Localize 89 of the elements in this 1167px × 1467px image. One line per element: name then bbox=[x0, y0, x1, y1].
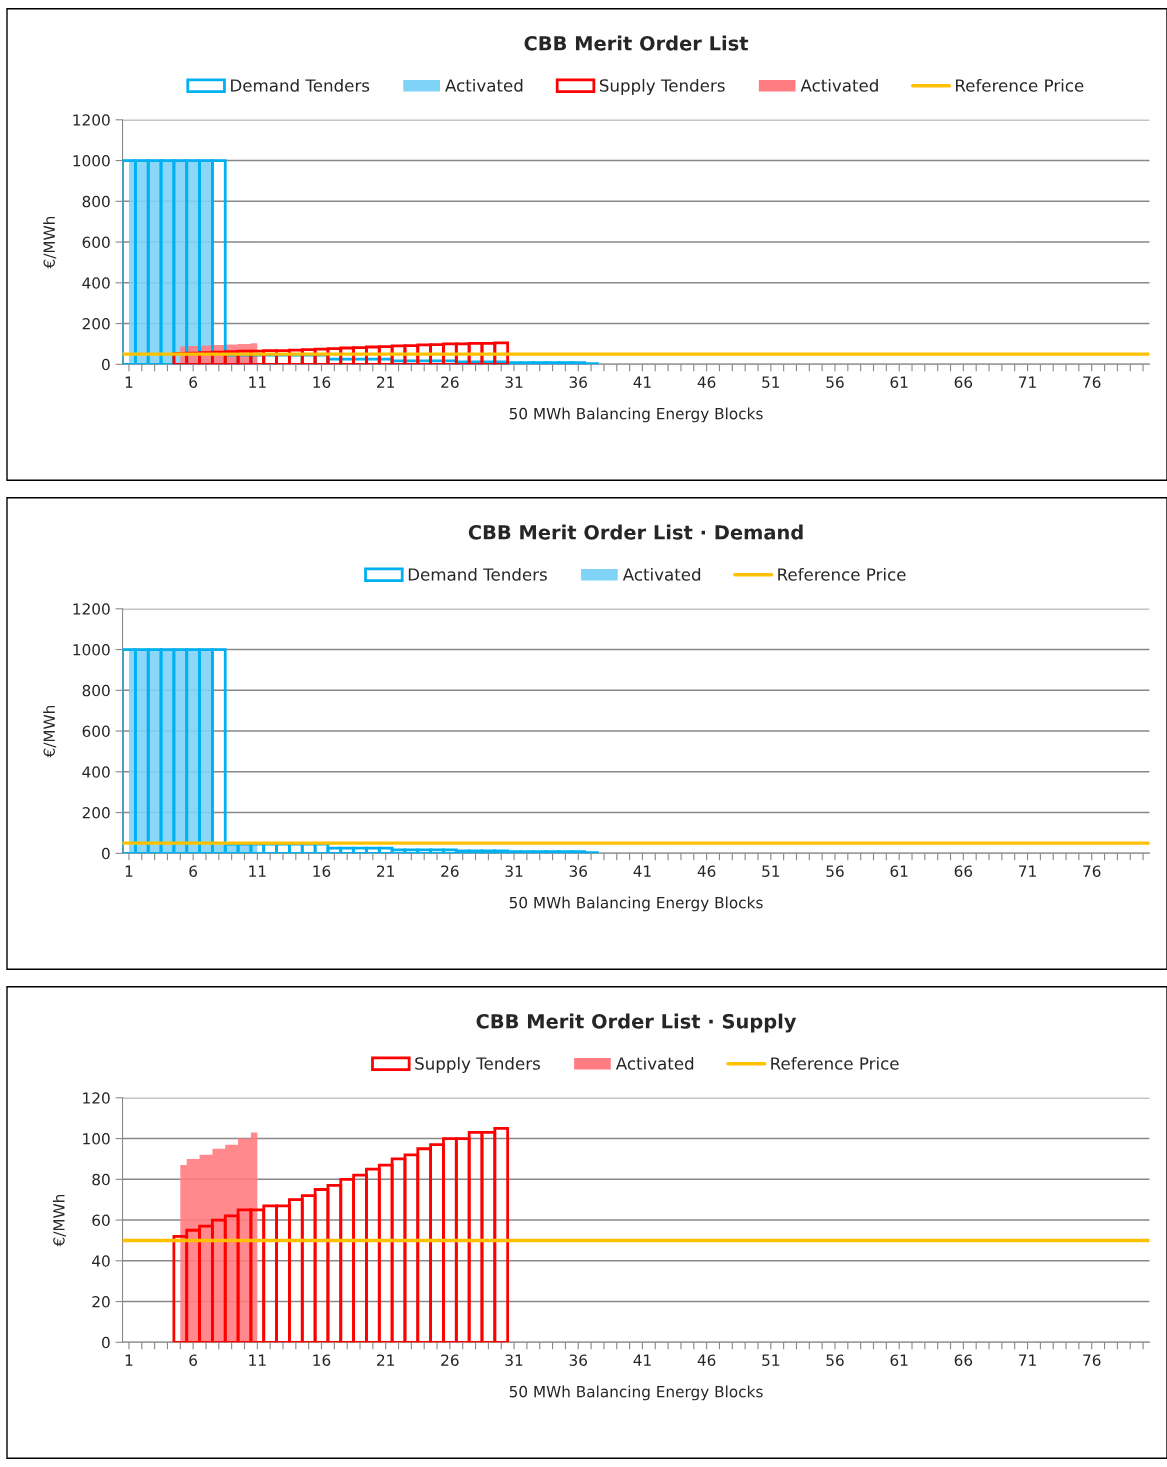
x-tick-label: 41 bbox=[633, 1354, 651, 1366]
y-tick-label: 20 bbox=[92, 1296, 110, 1308]
x-tick-label: 1 bbox=[125, 1354, 133, 1366]
y-tick-label: 0 bbox=[102, 847, 110, 860]
x-tick-label: 26 bbox=[441, 376, 459, 388]
x-tick-label: 71 bbox=[1019, 865, 1036, 877]
x-tick-label: 6 bbox=[189, 865, 198, 877]
y-tick-label: 100 bbox=[83, 1133, 110, 1145]
y-tick-label: 800 bbox=[82, 684, 110, 697]
x-tick-label: 11 bbox=[249, 376, 266, 388]
x-tick-label: 31 bbox=[505, 865, 523, 877]
x-axis-title: 50 MWh Balancing Energy Blocks bbox=[509, 1385, 763, 1401]
x-tick-label: 56 bbox=[826, 376, 844, 388]
chart-title: CBB Merit Order List · Supply bbox=[476, 1013, 797, 1033]
legend-label: Activated bbox=[615, 1056, 694, 1070]
x-tick-label: 66 bbox=[954, 1354, 973, 1366]
x-tick-label: 21 bbox=[377, 376, 394, 388]
legend-label: Demand Tenders bbox=[408, 567, 547, 581]
y-axis-title: €/MWh bbox=[52, 1194, 66, 1247]
x-tick-label: 51 bbox=[762, 865, 780, 877]
legend-label: Supply Tenders bbox=[599, 78, 725, 96]
x-tick-label: 61 bbox=[890, 865, 908, 877]
legend-label: Activated bbox=[445, 78, 523, 92]
legend-label: Activated bbox=[622, 567, 701, 581]
legend-label: Demand Tenders bbox=[231, 78, 370, 92]
y-axis-title: €/MWh bbox=[43, 705, 57, 758]
x-tick-label: 51 bbox=[762, 1354, 780, 1366]
x-tick-label: 56 bbox=[826, 1354, 844, 1366]
legend-label: Supply Tenders bbox=[415, 1056, 540, 1074]
x-tick-label: 11 bbox=[249, 865, 266, 877]
x-tick-label: 51 bbox=[762, 376, 780, 388]
chart-title: CBB Merit Order List bbox=[524, 35, 749, 51]
x-tick-label: 11 bbox=[249, 1354, 266, 1366]
y-tick-label: 600 bbox=[82, 725, 110, 738]
x-tick-label: 36 bbox=[569, 1354, 588, 1366]
x-tick-label: 76 bbox=[1083, 865, 1101, 877]
x-tick-label: 71 bbox=[1019, 376, 1036, 388]
x-tick-label: 41 bbox=[633, 376, 651, 388]
x-tick-label: 6 bbox=[189, 376, 198, 388]
x-tick-label: 46 bbox=[697, 1354, 716, 1366]
legend-label: Reference Price bbox=[956, 78, 1084, 92]
legend-label: Reference Price bbox=[778, 567, 906, 581]
x-tick-label: 61 bbox=[890, 1354, 908, 1366]
y-tick-label: 120 bbox=[83, 1092, 110, 1104]
x-tick-label: 41 bbox=[633, 865, 651, 877]
y-tick-label: 0 bbox=[102, 1336, 110, 1349]
legend-label: Activated bbox=[800, 78, 878, 92]
x-tick-label: 46 bbox=[697, 865, 716, 877]
y-tick-label: 600 bbox=[82, 236, 110, 249]
x-tick-label: 6 bbox=[189, 1354, 198, 1366]
x-tick-label: 1 bbox=[125, 376, 133, 388]
x-tick-label: 31 bbox=[505, 376, 523, 388]
y-tick-label: 1200 bbox=[73, 603, 110, 615]
x-tick-label: 71 bbox=[1019, 1354, 1036, 1366]
y-tick-label: 80 bbox=[92, 1173, 110, 1186]
chart-title: CBB Merit Order List · Demand bbox=[468, 524, 803, 540]
y-tick-label: 200 bbox=[82, 807, 110, 819]
x-tick-label: 1 bbox=[125, 865, 133, 877]
x-tick-label: 31 bbox=[505, 1354, 523, 1366]
x-tick-label: 16 bbox=[313, 376, 331, 388]
x-tick-label: 36 bbox=[569, 376, 588, 388]
y-tick-label: 40 bbox=[92, 1255, 110, 1267]
x-tick-label: 56 bbox=[826, 865, 844, 877]
x-tick-label: 21 bbox=[377, 865, 394, 877]
y-tick-label: 400 bbox=[82, 277, 110, 289]
y-tick-label: 60 bbox=[92, 1214, 110, 1227]
y-tick-label: 0 bbox=[102, 358, 110, 371]
y-tick-label: 800 bbox=[82, 195, 110, 208]
y-tick-label: 1000 bbox=[73, 155, 110, 167]
x-axis-title: 50 MWh Balancing Energy Blocks bbox=[509, 896, 763, 912]
x-tick-label: 76 bbox=[1083, 376, 1101, 388]
x-tick-label: 66 bbox=[954, 865, 973, 877]
x-tick-label: 21 bbox=[377, 1354, 394, 1366]
legend-label: Reference Price bbox=[771, 1056, 899, 1070]
y-axis-title: €/MWh bbox=[43, 216, 57, 269]
y-tick-label: 400 bbox=[82, 766, 110, 778]
x-tick-label: 46 bbox=[697, 376, 716, 388]
x-tick-label: 66 bbox=[954, 376, 973, 388]
x-tick-label: 16 bbox=[313, 865, 331, 877]
x-tick-label: 26 bbox=[441, 865, 459, 877]
x-tick-label: 61 bbox=[890, 376, 908, 388]
y-tick-label: 200 bbox=[82, 318, 110, 330]
x-tick-label: 36 bbox=[569, 865, 588, 877]
y-tick-label: 1200 bbox=[73, 114, 110, 126]
x-tick-label: 76 bbox=[1083, 1354, 1101, 1366]
y-tick-label: 1000 bbox=[73, 644, 110, 656]
x-axis-title: 50 MWh Balancing Energy Blocks bbox=[509, 407, 763, 423]
x-tick-label: 16 bbox=[313, 1354, 331, 1366]
x-tick-label: 26 bbox=[441, 1354, 459, 1366]
